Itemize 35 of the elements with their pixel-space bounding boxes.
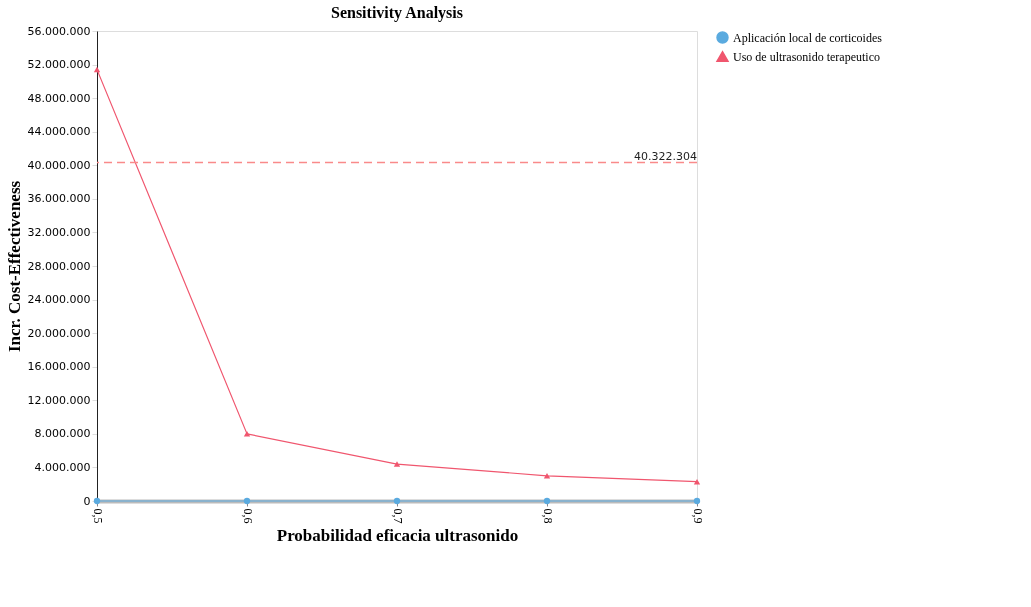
y-axis-title: Incr. Cost-Effectiveness (4, 180, 24, 353)
y-tick-label: 16.000.000 (27, 360, 91, 374)
y-tick-label: 56.000.000 (27, 24, 91, 38)
x-tick-label: 0,7 (390, 508, 405, 524)
point (93, 497, 101, 505)
chart-title: Sensitivity Analysis (330, 4, 464, 22)
point (543, 473, 551, 479)
y-tick-label: 28.000.000 (27, 259, 91, 273)
y-tick-label: 24.000.000 (27, 293, 91, 307)
ref-line-label: 40.322.304 (634, 149, 697, 163)
y-tick-label: 32.000.000 (27, 225, 91, 239)
x-tick-label: 0,5 (90, 508, 105, 524)
x-tick-label: 0,9 (690, 508, 705, 524)
y-tick-label: 20.000.000 (27, 326, 91, 340)
x-axis-title: Probabilidad eficacia ultrasonido (276, 525, 519, 545)
y-tick-label: 52.000.000 (27, 58, 91, 72)
x-tick-label: 0,8 (540, 508, 555, 524)
y-tick-label: 48.000.000 (27, 91, 91, 105)
y-tick-label: 44.000.000 (27, 125, 91, 139)
point (93, 66, 101, 73)
point (693, 497, 701, 505)
point (393, 461, 401, 467)
y-tick-label: 40.000.000 (27, 158, 91, 172)
y-tick-label: 8.000.000 (34, 427, 91, 441)
legend-label: Aplicación local de corticoides (733, 30, 883, 45)
legend-label: Uso de ultrasonido terapeutico (733, 49, 880, 64)
y-tick-label: 12.000.000 (27, 393, 91, 407)
y-tick-label: 36.000.000 (27, 192, 91, 206)
y-tick-label: 4.000.000 (34, 460, 91, 474)
point (243, 497, 251, 505)
point (243, 431, 251, 437)
point (393, 497, 401, 505)
point (543, 497, 551, 505)
y-tick-label: 0 (83, 494, 91, 508)
x-tick-label: 0,6 (240, 508, 255, 524)
